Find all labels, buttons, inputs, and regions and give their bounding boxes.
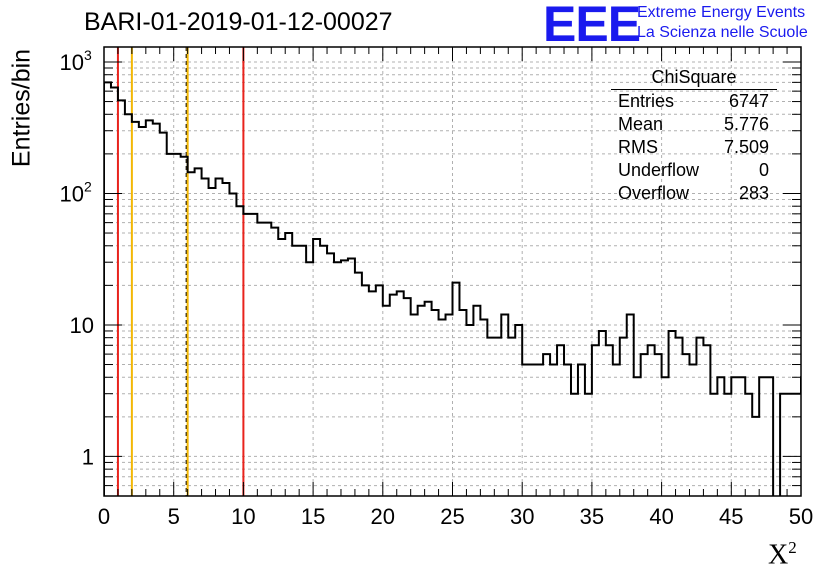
logo-tagline-1: Extreme Energy Events	[637, 4, 806, 21]
histogram-line	[104, 81, 801, 496]
x-tick-label: 10	[231, 504, 255, 529]
x-axis-label-superscript: 2	[788, 538, 797, 557]
stats-value: 5.776	[723, 114, 769, 134]
stats-title: ChiSquare	[611, 66, 777, 90]
x-tick-label: 30	[510, 504, 534, 529]
x-tick-label: 45	[719, 504, 743, 529]
x-tick-label: 40	[649, 504, 673, 529]
stats-value: 283	[738, 183, 769, 203]
y-tick-exponent: 3	[84, 47, 92, 63]
stats-row-mean: Mean 5.776	[611, 113, 777, 136]
logo-tagline-2: La Scienza nelle Scuole	[637, 24, 808, 41]
stats-label: RMS	[618, 137, 658, 157]
x-tick-label: 25	[440, 504, 464, 529]
y-tick-exponent: 2	[84, 178, 92, 194]
x-axis-label-text: X	[768, 539, 789, 571]
stats-row-entries: Entries 6747	[611, 90, 777, 113]
x-tick-label: 35	[580, 504, 604, 529]
x-axis-label: X2	[768, 538, 797, 571]
stats-value: 7.509	[723, 137, 769, 157]
y-tick-label: 1	[82, 444, 94, 469]
stats-value: 0	[758, 160, 769, 180]
x-tick-label: 0	[98, 504, 110, 529]
stats-row-underflow: Underflow 0	[611, 159, 777, 182]
x-tick-label: 15	[301, 504, 325, 529]
stats-label: Mean	[618, 114, 664, 134]
x-tick-label: 50	[789, 504, 813, 529]
x-tick-label: 5	[168, 504, 180, 529]
y-tick-label: 10	[70, 313, 94, 338]
stats-label: Underflow	[618, 160, 700, 180]
y-tick-label: 10	[60, 181, 84, 206]
y-axis-label: Entries/bin	[7, 48, 36, 168]
stats-row-rms: RMS 7.509	[611, 136, 777, 159]
eee-logo: EEE	[543, 0, 641, 52]
chart-title: BARI-01-2019-01-12-00027	[84, 8, 393, 36]
y-tick-label: 10	[60, 50, 84, 75]
stats-label: Overflow	[618, 183, 690, 203]
x-tick-label: 20	[371, 504, 395, 529]
stats-label: Entries	[618, 91, 675, 111]
stats-box: ChiSquare Entries 6747 Mean 5.776 RMS 7.509…	[611, 66, 777, 205]
stats-value: 6747	[728, 91, 769, 111]
stats-row-overflow: Overflow 283	[611, 182, 777, 205]
